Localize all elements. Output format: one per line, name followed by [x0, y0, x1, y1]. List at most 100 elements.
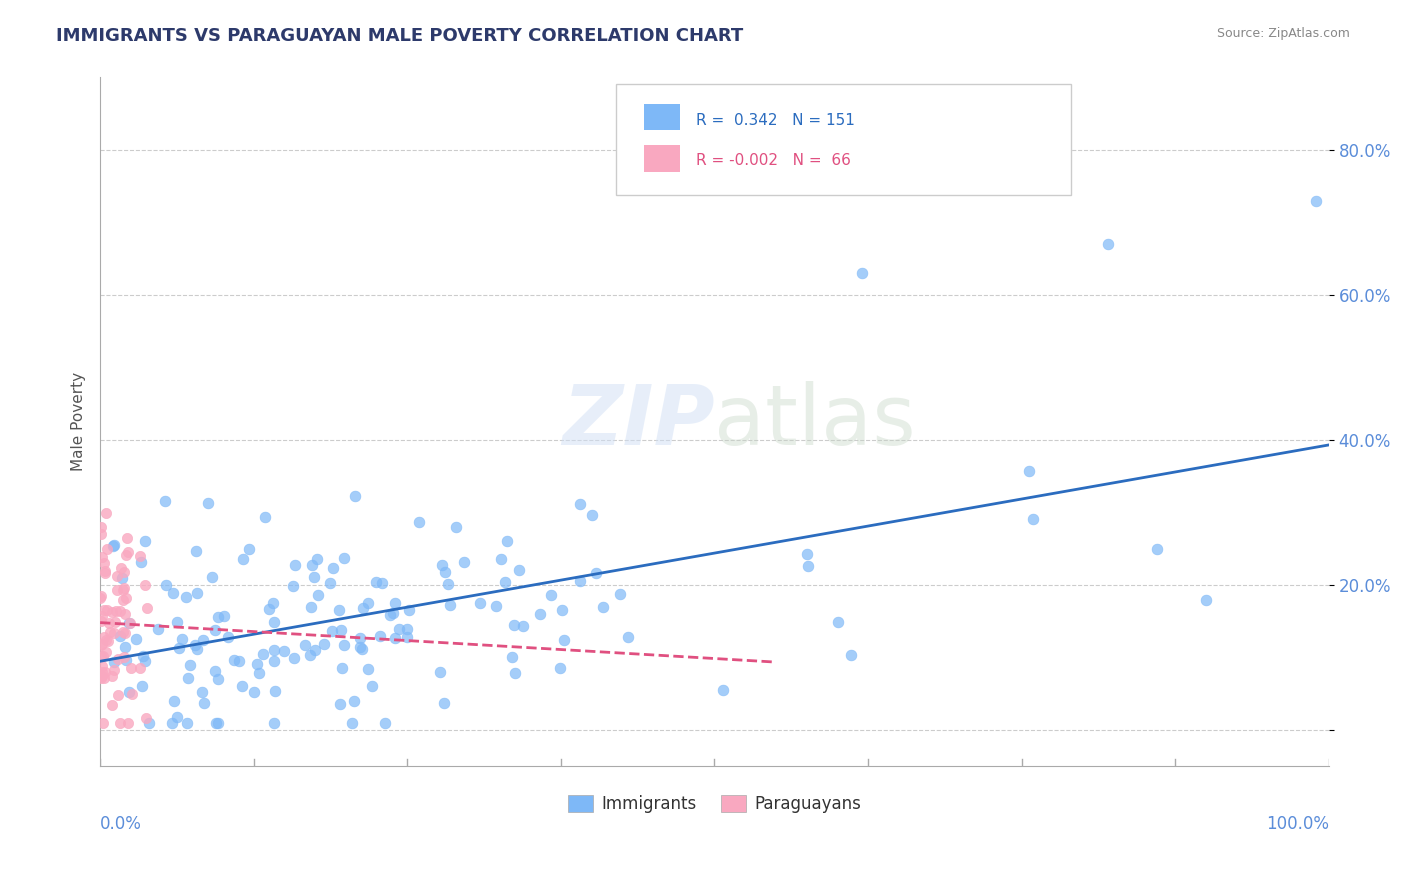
Text: atlas: atlas — [714, 382, 917, 462]
Point — [90, 589, 112, 603]
Point — [1146, 541, 1168, 556]
Point — [207, 672, 229, 686]
Point — [374, 715, 396, 730]
Point — [207, 715, 229, 730]
Point — [94, 665, 117, 679]
Point — [357, 662, 380, 676]
Point — [352, 601, 374, 615]
Point — [1195, 592, 1218, 607]
Point — [433, 696, 456, 710]
Point — [112, 650, 135, 665]
Point — [302, 570, 325, 584]
Point — [322, 560, 344, 574]
Point — [94, 506, 117, 520]
Point — [136, 600, 159, 615]
Point — [108, 604, 131, 618]
Point — [439, 598, 461, 612]
Point — [103, 626, 125, 640]
Point — [120, 661, 142, 675]
Text: R = -0.002   N =  66: R = -0.002 N = 66 — [696, 153, 851, 168]
Point — [330, 623, 353, 637]
Point — [340, 715, 363, 730]
Point — [434, 565, 457, 579]
Point — [496, 533, 519, 548]
Point — [101, 698, 124, 713]
Point — [301, 558, 323, 573]
Point — [184, 544, 207, 558]
Point — [1305, 194, 1327, 208]
Point — [114, 582, 136, 596]
Point — [242, 684, 264, 698]
Point — [349, 640, 371, 655]
Point — [262, 596, 284, 610]
Point — [224, 653, 246, 667]
Point — [429, 665, 451, 679]
Point — [117, 545, 139, 559]
Point — [503, 618, 526, 632]
Point — [366, 575, 388, 590]
Point — [117, 715, 139, 730]
Point — [93, 671, 115, 685]
Point — [94, 645, 117, 659]
Point — [212, 609, 235, 624]
FancyBboxPatch shape — [616, 85, 1071, 194]
Point — [368, 629, 391, 643]
Point — [430, 558, 453, 573]
Point — [129, 549, 152, 563]
Point — [384, 596, 406, 610]
Point — [129, 556, 152, 570]
Point — [827, 615, 849, 629]
Point — [191, 685, 214, 699]
Point — [114, 652, 136, 666]
Point — [179, 657, 201, 672]
Point — [263, 615, 285, 629]
Point — [172, 632, 194, 646]
Point — [108, 715, 131, 730]
Point — [501, 649, 523, 664]
Point — [103, 663, 125, 677]
Point — [592, 600, 614, 615]
Point — [94, 566, 117, 580]
Point — [90, 648, 112, 663]
Point — [396, 622, 419, 636]
Point — [494, 574, 516, 589]
Point — [193, 632, 215, 647]
Point — [96, 603, 118, 617]
Point — [321, 624, 343, 639]
Point — [90, 614, 112, 628]
Point — [114, 640, 136, 654]
Point — [93, 603, 115, 617]
Point — [184, 638, 207, 652]
Point — [384, 631, 406, 645]
Point — [118, 684, 141, 698]
Point — [796, 558, 818, 573]
Point — [204, 715, 226, 730]
Point — [155, 577, 177, 591]
Point — [204, 665, 226, 679]
Point — [512, 618, 534, 632]
Point — [90, 520, 112, 534]
Point — [207, 610, 229, 624]
Point — [551, 602, 574, 616]
Point — [485, 599, 508, 614]
Point — [299, 648, 322, 662]
Point — [131, 679, 153, 693]
Point — [107, 688, 129, 702]
Point — [299, 600, 322, 615]
Y-axis label: Male Poverty: Male Poverty — [72, 372, 86, 472]
FancyBboxPatch shape — [644, 103, 681, 130]
Point — [135, 711, 157, 725]
Point — [201, 569, 224, 583]
Point — [381, 607, 404, 621]
Point — [138, 715, 160, 730]
Point — [238, 541, 260, 556]
Point — [254, 510, 277, 524]
Point — [160, 715, 183, 730]
Point — [508, 563, 530, 577]
Point — [105, 569, 128, 583]
Point — [585, 566, 607, 580]
Point — [103, 655, 125, 669]
Point — [263, 643, 285, 657]
Point — [247, 666, 270, 681]
Point — [263, 715, 285, 730]
